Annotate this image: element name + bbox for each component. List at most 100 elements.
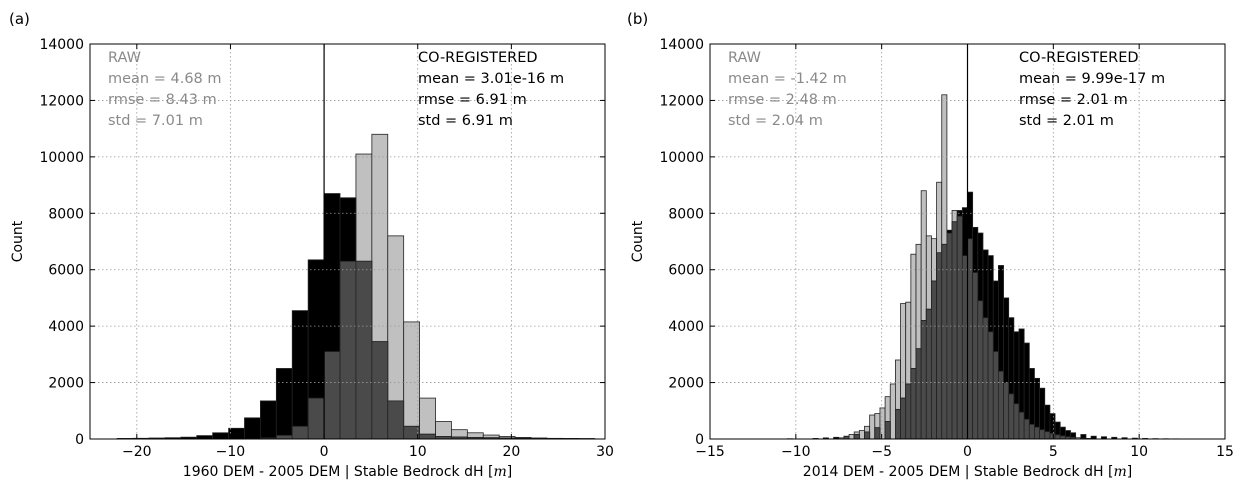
y-axis-label: Count	[630, 220, 646, 262]
coreg-stats-line: rmse = 2.01 m	[1019, 92, 1128, 108]
x-axis-label: 2014 DEM - 2005 DEM | Stable Bedrock dH …	[803, 464, 1132, 480]
raw-stats-line: std = 2.04 m	[728, 113, 823, 129]
bar-overlap	[1023, 418, 1030, 440]
bar-overlap	[915, 348, 922, 440]
y-tick-label: 0	[75, 432, 84, 448]
bar-overlap	[874, 427, 881, 440]
bar-overlap	[894, 408, 901, 440]
bar-overlap	[1003, 382, 1010, 440]
bar-raw	[858, 430, 865, 440]
coreg-stats-line: std = 2.01 m	[1019, 113, 1114, 129]
bar-overlap	[961, 255, 968, 440]
y-tick-label: 0	[695, 432, 704, 448]
y-tick-label: 8000	[48, 206, 84, 222]
raw-stats-title: RAW	[108, 50, 141, 66]
histogram-panel-b: (b) −15 −10 −5 0 5 10 15 0 2000 4000 6000 8000 10000 1…	[627, 10, 1234, 480]
panel-label: (b)	[627, 10, 648, 28]
x-tick-label: 10	[1130, 444, 1148, 460]
x-tick-label: −15	[695, 444, 725, 460]
bar-overlap	[925, 308, 932, 440]
bar-overlap	[1049, 432, 1056, 440]
bar-overlap	[339, 260, 357, 440]
bar-overlap	[323, 351, 341, 440]
y-tick-label: 10000	[659, 150, 704, 166]
bar-raw	[848, 434, 855, 440]
bar-raw	[419, 397, 436, 440]
histogram-panel-a: (a) −20 −10 0 10 20 30 0 2000 4000 6000 8000 10000 12…	[9, 10, 614, 480]
bar-overlap	[1028, 423, 1035, 440]
y-tick-label: 2000	[48, 376, 84, 392]
bar-overlap	[936, 252, 943, 440]
coreg-stats-line: mean = 9.99e-17 m	[1019, 71, 1165, 87]
bar-overlap	[941, 243, 948, 440]
x-tick-label: 10	[409, 444, 427, 460]
bar-overlap	[1039, 429, 1046, 440]
bar-overlap	[1013, 403, 1020, 440]
bar-overlap	[956, 215, 963, 440]
bar-overlap	[355, 260, 373, 440]
bar-overlap	[419, 433, 436, 440]
bar-overlap	[884, 421, 891, 440]
bar-overlap	[967, 238, 974, 440]
bar-overlap	[387, 400, 405, 440]
panel-label: (a)	[9, 10, 30, 28]
raw-stats-line: std = 7.01 m	[108, 113, 203, 129]
raw-stats-line: mean = -1.42 m	[728, 71, 847, 87]
coreg-stats-title: CO-REGISTERED	[418, 50, 538, 66]
bar-overlap	[1018, 411, 1025, 440]
x-tick-label: −5	[871, 444, 892, 460]
bar-overlap	[992, 351, 999, 440]
bar-overlap	[307, 397, 325, 440]
bar-overlap	[853, 434, 860, 440]
y-tick-label: 6000	[48, 263, 84, 279]
plot-frame	[89, 43, 606, 440]
y-tick-label: 14000	[39, 37, 84, 53]
bar-overlap	[275, 434, 293, 440]
y-tick-label: 6000	[668, 263, 704, 279]
bar-coregistered	[260, 400, 277, 440]
y-tick-label: 8000	[668, 206, 704, 222]
coreg-stats-line: mean = 3.01e-16 m	[418, 71, 564, 87]
x-tick-label: −10	[781, 444, 811, 460]
y-tick-label: 14000	[659, 37, 704, 53]
x-tick-label: 20	[502, 444, 520, 460]
bar-overlap	[864, 431, 871, 440]
y-tick-label: 2000	[668, 376, 704, 392]
bar-coregistered	[244, 417, 261, 440]
bar-overlap	[931, 280, 938, 440]
y-tick-label: 10000	[39, 150, 84, 166]
y-tick-label: 4000	[48, 319, 84, 335]
x-tick-label: −10	[216, 444, 246, 460]
y-tick-label: 12000	[39, 93, 84, 109]
bar-overlap	[977, 300, 984, 440]
bar-overlap	[987, 331, 994, 440]
y-axis-label: Count	[10, 220, 26, 262]
x-tick-label: 15	[1216, 444, 1234, 460]
bar-coregistered	[291, 310, 309, 440]
raw-stats-title: RAW	[728, 50, 761, 66]
x-tick-label: 0	[320, 444, 329, 460]
bar-overlap	[403, 425, 420, 440]
x-tick-label: 0	[963, 444, 972, 460]
coreg-stats-title: CO-REGISTERED	[1019, 50, 1139, 66]
x-tick-label: 5	[1049, 444, 1058, 460]
bar-coregistered	[228, 427, 245, 440]
bar-raw	[869, 414, 876, 440]
bar-overlap	[910, 368, 917, 440]
bar-overlap	[982, 317, 989, 440]
bar-overlap	[997, 370, 1004, 440]
coreg-stats-line: std = 6.91 m	[418, 113, 513, 129]
bar-overlap	[371, 341, 389, 440]
bar-coregistered	[275, 368, 293, 440]
bar-raw	[889, 383, 896, 440]
raw-stats-line: rmse = 2.48 m	[728, 92, 837, 108]
x-tick-label: −20	[122, 444, 152, 460]
bar-overlap	[1008, 393, 1015, 440]
bar-overlap	[951, 221, 958, 440]
raw-stats-line: rmse = 8.43 m	[108, 92, 217, 108]
bar-overlap	[1054, 434, 1061, 440]
bar-raw	[879, 407, 886, 440]
bar-overlap	[905, 383, 912, 440]
bar-overlap	[920, 320, 927, 440]
